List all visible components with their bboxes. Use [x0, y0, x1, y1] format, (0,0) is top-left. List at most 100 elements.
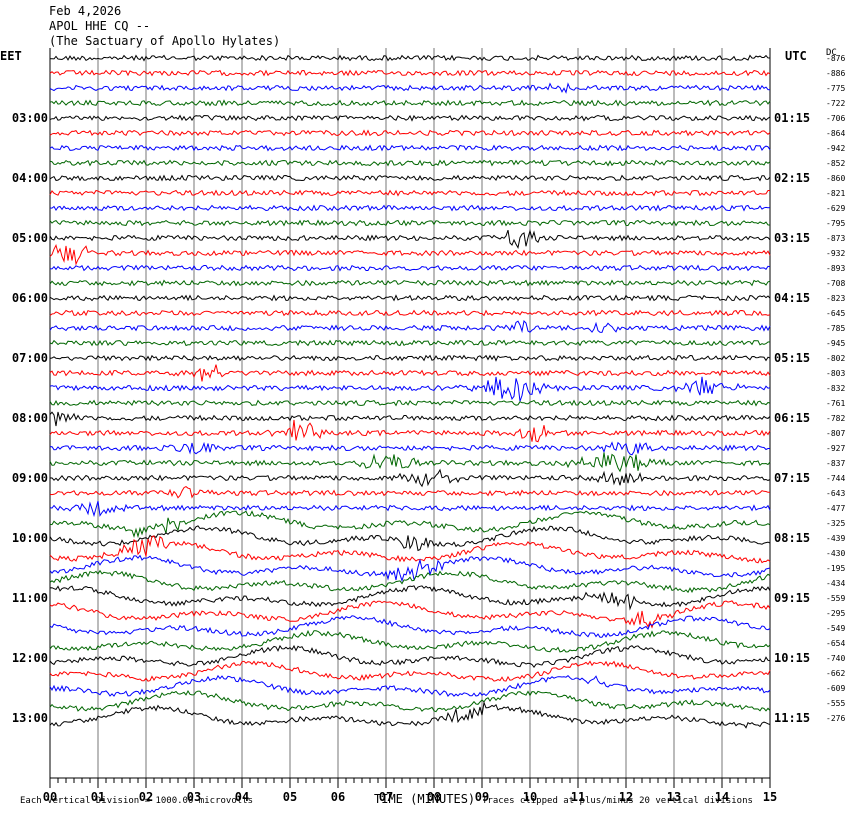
trace-line: [49, 700, 771, 729]
left-hour-label: 13:00: [12, 711, 48, 725]
dc-offset-label: -873: [826, 234, 845, 243]
trace-line: [49, 629, 771, 653]
x-tick-label: 07: [379, 790, 393, 804]
left-hour-label: 04:00: [12, 171, 48, 185]
trace-line: [49, 264, 771, 272]
dc-offset-label: -555: [826, 699, 845, 708]
trace-line: [49, 615, 771, 638]
x-axis-label: TIME (MINUTES): [374, 792, 476, 806]
trace-line: [49, 228, 771, 250]
left-timezone-label: EET: [0, 49, 22, 63]
trace-line: [49, 554, 771, 583]
x-tick-label: 10: [523, 790, 537, 804]
dc-offset-label: -609: [826, 684, 845, 693]
minute-gridlines: [49, 48, 771, 778]
trace-line: [49, 600, 771, 629]
x-tick-label: 04: [235, 790, 249, 804]
left-hour-label: 08:00: [12, 411, 48, 425]
dc-offset-label: -629: [826, 204, 845, 213]
x-tick-label: 06: [331, 790, 345, 804]
dc-offset-label: -744: [826, 474, 845, 483]
dc-scale-unit: DC: [826, 48, 837, 58]
trace-line: [49, 364, 771, 382]
trace-line: [49, 376, 771, 402]
dc-offset-label: -927: [826, 444, 845, 453]
dc-offset-label: -295: [826, 609, 845, 618]
x-tick-label: 03: [187, 790, 201, 804]
right-hour-label: 10:15: [774, 651, 810, 665]
dc-offset-label: -932: [826, 249, 845, 258]
left-hour-label: 06:00: [12, 291, 48, 305]
dc-offset-label: -807: [826, 429, 845, 438]
dc-offset-label: -706: [826, 114, 845, 123]
trace-line: [49, 319, 771, 334]
trace-line: [49, 279, 771, 287]
left-hour-label: 10:00: [12, 531, 48, 545]
dc-offset-label: -325: [826, 519, 845, 528]
dc-offset-label: -832: [826, 384, 845, 393]
dc-offset-label: -837: [826, 459, 845, 468]
trace-line: [49, 159, 771, 167]
trace-line: [49, 419, 771, 443]
x-tick-label: 05: [283, 790, 297, 804]
trace-line: [49, 129, 771, 137]
trace-line: [49, 204, 771, 212]
dc-offset-label: -893: [826, 264, 845, 273]
trace-line: [49, 525, 771, 552]
dc-offset-label: -276: [826, 714, 845, 723]
dc-offset-label: -886: [826, 69, 845, 78]
left-hour-label: 05:00: [12, 231, 48, 245]
x-tick-label: 13: [667, 790, 681, 804]
chart-station: APOL HHE CQ --: [49, 19, 151, 33]
time-axis: 00 01 02 03 04 05 06 07 08 09 10 11 12 13 14 15: [43, 777, 777, 804]
dc-offset-label: -643: [826, 489, 845, 498]
dc-offset-label: -864: [826, 129, 845, 138]
trace-line: [49, 54, 771, 62]
dc-offset-label: -852: [826, 159, 845, 168]
dc-offset-label: -645: [826, 309, 845, 318]
trace-line: [49, 441, 770, 456]
trace-line: [49, 69, 771, 77]
trace-line: [49, 219, 771, 227]
left-hour-label: 12:00: [12, 651, 48, 665]
trace-line: [49, 339, 771, 347]
dc-offset-label: -802: [826, 354, 845, 363]
chart-site: (The Sactuary of Apollo Hylates): [49, 34, 281, 48]
dc-offset-label: -823: [826, 294, 845, 303]
right-hour-label: 05:15: [774, 351, 810, 365]
dc-offset-label: -722: [826, 99, 845, 108]
trace-line: [49, 452, 771, 473]
dc-offset-label: -942: [826, 144, 845, 153]
chart-date: Feb 4,2026: [49, 4, 122, 18]
trace-line: [49, 486, 770, 499]
trace-line: [49, 674, 771, 697]
trace-line: [49, 82, 771, 94]
right-hour-label: 02:15: [774, 171, 810, 185]
dc-offset-label: -549: [826, 624, 845, 633]
trace-line: [49, 309, 771, 317]
dc-offset-label: -708: [826, 279, 845, 288]
right-hour-label: 06:15: [774, 411, 810, 425]
dc-offset-label: -195: [826, 564, 845, 573]
trace-line: [49, 114, 771, 122]
dc-offset-label: -434: [826, 579, 845, 588]
right-hour-label: 04:15: [774, 291, 810, 305]
right-hour-label: 08:15: [774, 531, 810, 545]
x-tick-label: 15: [763, 790, 777, 804]
trace-line: [49, 585, 771, 611]
x-tick-label: 02: [139, 790, 153, 804]
right-timezone-label: UTC: [785, 49, 807, 63]
trace-line: [49, 189, 770, 197]
dc-offset-label: -775: [826, 84, 845, 93]
right-hour-label: 03:15: [774, 231, 810, 245]
x-tick-label: 01: [91, 790, 105, 804]
x-tick-label: 14: [715, 790, 729, 804]
trace-line: [49, 660, 771, 682]
x-tick-label: 12: [619, 790, 633, 804]
trace-line: [49, 510, 771, 539]
right-hour-label: 01:15: [774, 111, 810, 125]
x-tick-label: 11: [571, 790, 585, 804]
trace-line: [49, 354, 771, 362]
dc-offset-label: -795: [826, 219, 845, 228]
